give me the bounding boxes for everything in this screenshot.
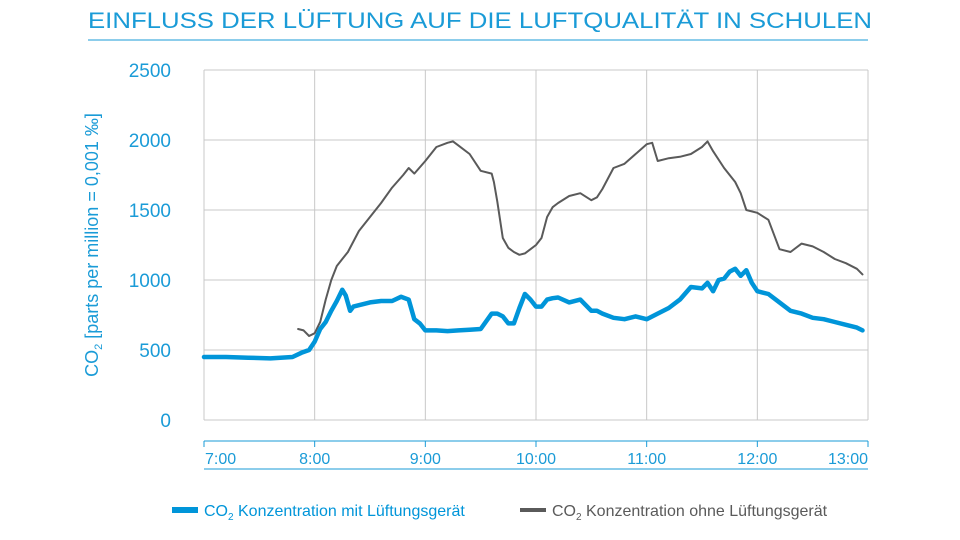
series-line-without-device <box>297 140 864 337</box>
legend: CO2 Konzentration mit Lüftungsgerät CO2 … <box>172 503 828 523</box>
legend-without-subscript: 2 <box>576 512 582 523</box>
legend-without-rest: Konzentration ohne Lüftungsgerät <box>582 503 828 520</box>
x-tick-label: 9:00 <box>410 451 441 468</box>
y-axis-label-prefix: CO <box>82 350 102 377</box>
series-line-with-device <box>201 266 865 361</box>
y-axis-ticks: 0 500 1000 1500 2000 2500 <box>129 61 171 432</box>
x-axis: 7:00 8:00 9:00 10:00 11:00 12:00 13:00 <box>203 440 869 470</box>
y-tick-label: 0 <box>160 411 171 432</box>
y-tick-label: 500 <box>139 341 171 362</box>
x-tick-label: 8:00 <box>299 451 330 468</box>
y-tick-label: 2500 <box>129 61 171 82</box>
x-tick-label: 12:00 <box>737 451 777 468</box>
y-axis-label-subscript: 2 <box>93 344 105 350</box>
y-tick-label: 2000 <box>129 131 171 152</box>
data-series <box>201 140 865 361</box>
legend-label-with-device: CO2 Konzentration mit Lüftungsgerät <box>204 503 465 523</box>
legend-with-rest: Konzentration mit Lüftungsgerät <box>234 503 466 520</box>
x-tick-label: 10:00 <box>516 451 556 468</box>
x-tick-label: 13:00 <box>828 451 868 468</box>
x-tick-label: 7:00 <box>205 451 236 468</box>
legend-without-prefix: CO <box>552 503 576 520</box>
grid-lines <box>203 69 869 421</box>
y-axis-label-rest: [parts per million = 0,001 ‰] <box>82 113 102 344</box>
legend-with-prefix: CO <box>204 503 228 520</box>
legend-with-subscript: 2 <box>228 512 234 523</box>
chart-title: EINFLUSS DER LÜFTUNG AUF DIE LUFTQUALITÄ… <box>88 8 872 33</box>
x-tick-label: 11:00 <box>627 451 666 468</box>
y-tick-label: 1000 <box>129 271 171 292</box>
legend-label-without-device: CO2 Konzentration ohne Lüftungsgerät <box>552 503 828 523</box>
y-axis-label: CO2 [parts per million = 0,001 ‰] <box>82 113 105 377</box>
y-tick-label: 1500 <box>129 201 171 222</box>
